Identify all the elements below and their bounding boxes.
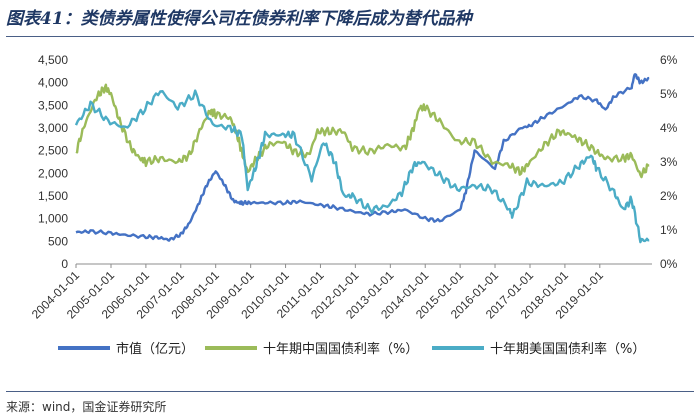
chart-title: 图表41：类债券属性使得公司在债券利率下降后成为替代品种 [6, 9, 472, 29]
y-left-tick-label: 0 [61, 257, 68, 271]
y-right-tick-label: 2% [660, 189, 678, 203]
y-right-tick-label: 5% [660, 87, 678, 101]
legend-label: 十年期美国国债利率（%） [490, 341, 645, 357]
y-left-tick-label: 3,000 [38, 121, 68, 135]
y-left-tick-label: 1,000 [38, 212, 68, 226]
y-left-tick-label: 4,500 [38, 53, 68, 67]
source-note: 来源：wind，国金证券研究所 [6, 400, 167, 414]
y-left-tick-label: 2,500 [38, 144, 68, 158]
legend-label: 十年期中国国债利率（%） [263, 341, 418, 357]
y-right-tick-label: 6% [660, 53, 678, 67]
y-left-tick-label: 500 [48, 234, 68, 248]
y-left-tick-label: 4,000 [38, 76, 68, 90]
y-left-tick-label: 3,500 [38, 98, 68, 112]
y-left-tick-label: 1,500 [38, 189, 68, 203]
legend: 市值（亿元） 十年期中国国债利率（%） 十年期美国国债利率（%） [58, 341, 645, 357]
title-divider [6, 36, 694, 37]
y-right-tick-label: 1% [660, 223, 678, 237]
y-right-tick-label: 3% [660, 155, 678, 169]
series-line-2 [74, 89, 650, 244]
legend-label: 市值（亿元） [116, 341, 194, 357]
y-right-tick-label: 4% [660, 121, 678, 135]
y-left-tick-label: 2,000 [38, 166, 68, 180]
source-divider [6, 391, 694, 392]
series-line-0 [75, 73, 650, 242]
series-line-1 [75, 83, 650, 179]
y-right-tick-label: 0% [660, 257, 678, 271]
